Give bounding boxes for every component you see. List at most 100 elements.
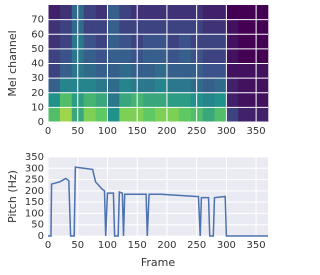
heatmap-cell <box>119 92 132 108</box>
heatmap-cell <box>238 63 251 79</box>
heatmap-cell <box>178 107 192 123</box>
heatmap-cell <box>202 107 215 123</box>
heatmap-cell <box>166 34 180 50</box>
heatmap-cell <box>48 107 61 123</box>
heatmap-cell <box>59 48 73 64</box>
x-tick-label: 100 <box>98 240 117 251</box>
heatmap-cell <box>83 5 96 20</box>
heatmap-cell <box>119 48 132 64</box>
heatmap-cell <box>83 19 96 35</box>
heatmap-cell <box>83 92 96 108</box>
heatmap-cell <box>107 5 120 20</box>
heatmap-cell <box>214 107 227 123</box>
x-tick-label: 200 <box>157 126 176 137</box>
heatmap-cell <box>178 63 192 79</box>
heatmap-cell <box>155 107 168 123</box>
heatmap-cell <box>238 78 251 94</box>
heatmap-cell <box>107 19 120 35</box>
heatmap-cell <box>107 48 120 64</box>
heatmap-cell <box>202 48 215 64</box>
heatmap-cell <box>143 48 156 64</box>
x-axis-label: Frame <box>141 256 176 269</box>
heatmap-cell <box>226 92 239 108</box>
heatmap-cell <box>226 107 239 123</box>
y-tick-label: 300 <box>25 163 44 174</box>
heatmap-cell <box>119 34 132 50</box>
x-tick-label: 350 <box>247 240 266 251</box>
y-tick-label: 40 <box>31 59 44 70</box>
heatmap-cell <box>238 48 251 64</box>
heatmap-cell <box>143 78 156 94</box>
heatmap-cell <box>166 78 180 94</box>
x-tick-label: 200 <box>157 240 176 251</box>
heatmap-cell <box>48 34 61 50</box>
y-tick-label: 350 <box>25 152 44 163</box>
heatmap-cell <box>95 34 108 50</box>
y-tick-label: 0 <box>38 117 44 128</box>
heatmap-cell <box>95 48 108 64</box>
heatmap-cell <box>226 63 239 79</box>
heatmap-cell <box>214 63 227 79</box>
heatmap-cell <box>238 5 251 20</box>
heatmap-cell <box>59 78 73 94</box>
x-tick-label: 300 <box>217 126 236 137</box>
heatmap-cell <box>155 63 168 79</box>
heatmap-cell <box>166 92 180 108</box>
heatmap-cell <box>178 92 192 108</box>
heatmap-cell <box>143 107 156 123</box>
y-axis-label: Pitch (Hz) <box>6 170 19 223</box>
heatmap-cell <box>83 34 96 50</box>
heatmap-cell <box>95 92 108 108</box>
heatmap-cell <box>107 63 120 79</box>
heatmap-cell <box>238 107 251 123</box>
pitch-line <box>48 166 268 237</box>
x-tick-label: 100 <box>98 126 117 137</box>
heatmap-cell <box>202 78 215 94</box>
heatmap-cell <box>166 107 180 123</box>
heatmap-cell <box>107 92 120 108</box>
x-tick-label: 50 <box>71 126 84 137</box>
x-tick-label: 350 <box>247 126 266 137</box>
heatmap-cell <box>226 5 239 20</box>
x-tick-label: 150 <box>128 126 147 137</box>
heatmap-cell <box>155 78 168 94</box>
heatmap-cell <box>202 34 215 50</box>
heatmap-cell <box>48 48 61 64</box>
y-tick-label: 200 <box>25 186 44 197</box>
heatmap-cell <box>166 48 180 64</box>
y-tick-label: 20 <box>31 88 44 99</box>
heatmap-cell <box>48 63 61 79</box>
heatmap-cell <box>143 5 156 20</box>
heatmap-cell <box>178 48 192 64</box>
y-tick-label: 70 <box>31 15 44 26</box>
heatmap-cell <box>95 78 108 94</box>
heatmap-cell <box>83 78 96 94</box>
heatmap-cell <box>95 107 108 123</box>
heatmap-cell <box>214 48 227 64</box>
heatmap-cell <box>178 5 192 20</box>
heatmap-cell <box>214 92 227 108</box>
heatmap-cell <box>83 107 96 123</box>
heatmap-cell <box>238 92 251 108</box>
heatmap-cell <box>226 78 239 94</box>
heatmap-cell <box>119 107 132 123</box>
heatmap-cell <box>95 19 108 35</box>
heatmap-cell <box>107 107 120 123</box>
heatmap-cell <box>166 19 180 35</box>
y-tick-label: 50 <box>31 44 44 55</box>
x-tick-label: 0 <box>45 126 51 137</box>
heatmap-cell <box>48 78 61 94</box>
heatmap-cell <box>59 5 73 20</box>
y-tick-label: 150 <box>25 197 44 208</box>
y-tick-label: 50 <box>31 220 44 231</box>
figure: 0 50 100 150 200 250 300 350010203040506070Mel … <box>6 5 269 269</box>
heatmap-cell <box>238 34 251 50</box>
heatmap-cell <box>59 34 73 50</box>
heatmap-cell <box>107 78 120 94</box>
heatmap-cell <box>226 34 239 50</box>
y-axis-label: Mel channel <box>6 30 19 96</box>
heatmap-cell <box>48 5 61 20</box>
plot-background <box>48 157 268 236</box>
y-tick-label: 60 <box>31 29 44 40</box>
heatmap-cell <box>155 34 168 50</box>
